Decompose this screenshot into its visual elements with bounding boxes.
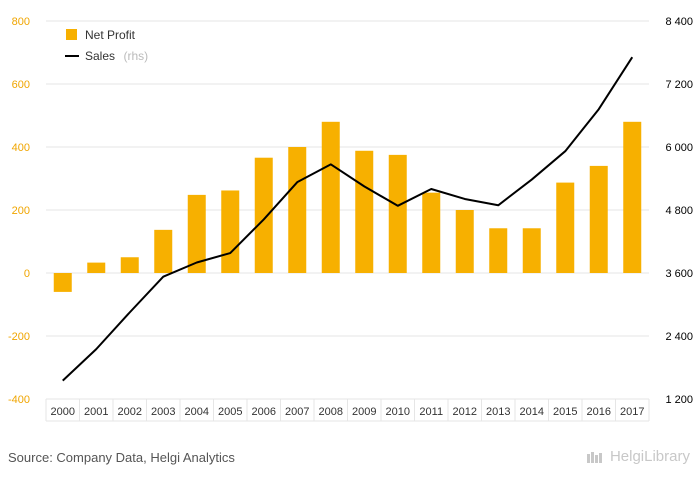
x-tick-label: 2016 xyxy=(587,406,611,418)
legend-line-note: (rhs) xyxy=(123,49,148,63)
x-tick-label: 2013 xyxy=(486,406,510,418)
left-tick-label: 0 xyxy=(24,268,30,280)
legend-bar-label: Net Profit xyxy=(85,28,136,42)
net-profit-bar xyxy=(221,190,240,273)
grid-lines xyxy=(45,20,650,422)
x-tick-label: 2006 xyxy=(252,406,276,418)
net-profit-bar xyxy=(589,165,608,273)
x-tick-label: 2014 xyxy=(520,406,544,418)
legend-bar-swatch xyxy=(66,29,77,40)
left-tick-label: 200 xyxy=(12,205,30,217)
net-profit-bar xyxy=(53,273,72,292)
x-tick-label: 2017 xyxy=(620,406,644,418)
legend: Net Profit Sales (rhs) xyxy=(65,28,148,64)
left-tick-label: 600 xyxy=(12,79,30,91)
net-profit-bar xyxy=(388,154,407,273)
x-tick-label: 2011 xyxy=(419,406,443,418)
right-tick-label: 6 000 xyxy=(665,142,693,154)
net-profit-bar xyxy=(623,121,642,273)
net-profit-bar xyxy=(288,147,307,273)
net-profit-bar xyxy=(187,194,206,273)
net-profit-bar xyxy=(120,257,139,273)
net-profit-bar xyxy=(87,262,106,273)
net-profit-bars xyxy=(53,121,642,292)
net-profit-bar xyxy=(522,228,541,273)
x-tick-label: 2012 xyxy=(453,406,477,418)
net-profit-bar xyxy=(154,229,173,273)
net-profit-bar xyxy=(321,121,340,273)
left-tick-label: 400 xyxy=(12,142,30,154)
x-tick-label: 2002 xyxy=(118,406,142,418)
x-tick-label: 2000 xyxy=(51,406,75,418)
x-tick-label: 2015 xyxy=(553,406,577,418)
net-profit-bar xyxy=(489,228,508,273)
legend-line-entry: Sales (rhs) xyxy=(85,47,148,64)
right-tick-label: 8 400 xyxy=(665,16,693,28)
sales-line xyxy=(62,56,634,382)
net-profit-bar xyxy=(455,210,474,273)
sales-line-series xyxy=(62,56,634,382)
brand-name: HelgiLibrary xyxy=(609,448,690,465)
axes: -400 -200 0 200 400 600 800 1 200 2 400 3 600 4 80… xyxy=(8,16,693,418)
net-profit-bar xyxy=(556,182,575,273)
library-icon xyxy=(586,451,602,463)
left-tick-label: -200 xyxy=(8,331,30,343)
right-tick-label: 3 600 xyxy=(665,268,693,280)
x-tick-label: 2004 xyxy=(185,406,209,418)
brand-logo: HelgiLibrary xyxy=(586,448,690,465)
x-tick-label: 2003 xyxy=(151,406,175,418)
net-profit-bar xyxy=(422,192,441,273)
legend-line-label: Sales xyxy=(85,49,115,63)
net-profit-bar xyxy=(355,150,374,273)
left-tick-label: -400 xyxy=(8,394,30,406)
x-tick-label: 2005 xyxy=(218,406,242,418)
x-tick-label: 2007 xyxy=(285,406,309,418)
net-profit-bar xyxy=(254,157,273,273)
x-tick-label: 2010 xyxy=(386,406,410,418)
right-tick-label: 1 200 xyxy=(665,394,693,406)
right-tick-label: 4 800 xyxy=(665,205,693,217)
x-tick-label: 2009 xyxy=(352,406,376,418)
x-tick-label: 2001 xyxy=(84,406,108,418)
right-tick-label: 7 200 xyxy=(665,79,693,91)
source-note: Source: Company Data, Helgi Analytics xyxy=(8,450,235,465)
left-tick-label: 800 xyxy=(12,16,30,28)
right-tick-label: 2 400 xyxy=(665,331,693,343)
x-tick-label: 2008 xyxy=(319,406,343,418)
